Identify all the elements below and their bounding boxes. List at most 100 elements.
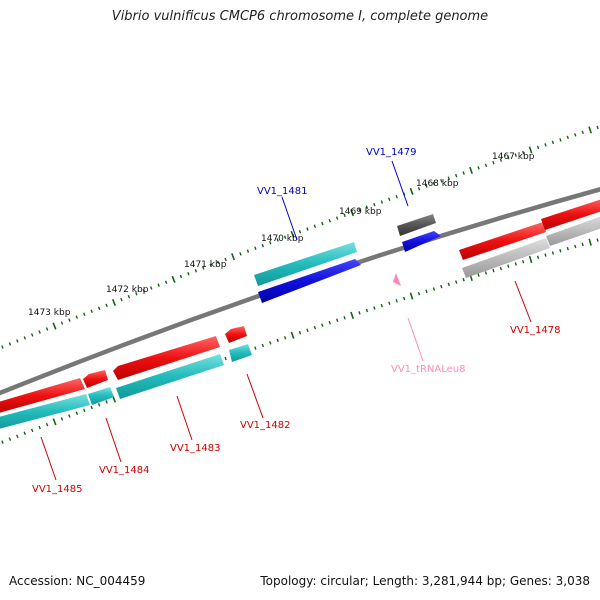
outer-scale-tick xyxy=(149,286,153,290)
outer-scale-tick xyxy=(45,327,49,331)
gene-vv1-1478-next-arrow[interactable] xyxy=(541,198,600,230)
inner-scale-tick xyxy=(269,341,272,345)
inner-scale-tick xyxy=(83,408,86,413)
inner-scale-tick xyxy=(16,434,19,438)
outer-scale-tick xyxy=(335,216,339,220)
gene-vv1-1482-arrow[interactable] xyxy=(225,326,247,343)
inner-scale-tick xyxy=(380,303,383,308)
label-vv1-1485: VV1_1485 xyxy=(32,484,83,495)
outer-scale-tick xyxy=(596,125,599,130)
inner-scale-tick xyxy=(365,308,369,313)
outer-scale-tick xyxy=(254,246,257,251)
outer-scale-tick xyxy=(269,241,272,245)
leader-vv1-1484 xyxy=(105,417,122,463)
gene-vv1-1478-gray-arrow[interactable] xyxy=(462,238,550,278)
inner-scale-tick xyxy=(514,262,517,266)
outer-scale-tick xyxy=(588,126,592,134)
outer-scale-tick xyxy=(120,297,123,302)
outer-scale-tick xyxy=(477,166,480,170)
outer-scale-tick xyxy=(171,275,176,283)
outer-scale-tick xyxy=(544,143,547,147)
inner-scale-tick xyxy=(373,306,376,310)
outer-scale-tick xyxy=(90,309,93,313)
scale-label-1473: 1473 kbp xyxy=(28,308,71,318)
outer-scale-tick xyxy=(559,138,562,142)
inner-scale-tick xyxy=(403,296,406,301)
outer-scale-tick xyxy=(566,135,569,140)
inner-scale-tick xyxy=(224,356,227,361)
inner-scale-tick xyxy=(544,253,547,257)
gene-vv1-1485-arrow[interactable] xyxy=(0,378,85,414)
gene-vv1-1485-cyan-arrow[interactable] xyxy=(0,394,90,430)
gene-vv1-1479-blue-arrow[interactable] xyxy=(402,231,441,252)
gene-vv1-1484-cyan-arrow[interactable] xyxy=(88,387,114,405)
inner-scale-tick xyxy=(350,311,354,319)
scale-label-1467: 1467 kbp xyxy=(492,152,535,162)
leader-vv1-1483 xyxy=(176,395,193,441)
inner-scale-tick xyxy=(455,280,458,284)
inner-scale-tick xyxy=(97,402,101,407)
outer-scale-tick xyxy=(127,294,131,299)
outer-scale-tick xyxy=(522,150,525,155)
outer-scale-tick xyxy=(52,322,57,330)
label-vv1-1479: VV1_1479 xyxy=(366,147,417,158)
inner-scale-tick xyxy=(596,238,599,242)
inner-scale-tick xyxy=(417,291,421,296)
inner-scale-tick xyxy=(60,417,64,421)
gene-vv1-1483-arrow[interactable] xyxy=(113,336,220,380)
inner-scale-tick xyxy=(23,431,26,436)
outer-scale-tick xyxy=(202,266,205,270)
outer-scale-tick xyxy=(528,146,533,154)
gene-vv1-1481-blue-arrow[interactable] xyxy=(258,259,361,303)
outer-scale-tick xyxy=(343,213,346,218)
outer-scale-tick xyxy=(417,186,421,191)
outer-scale-tick xyxy=(499,158,503,162)
forward-strand-features xyxy=(0,198,600,414)
outer-scale-tick xyxy=(373,202,376,207)
inner-scale-tick xyxy=(559,249,562,253)
leader-vv1-1485 xyxy=(40,436,57,481)
inner-scale-tick xyxy=(358,311,361,315)
outer-scale-tick xyxy=(440,179,443,183)
inner-scale-tick xyxy=(409,292,414,300)
outer-scale-tick xyxy=(350,209,355,217)
outer-scale-tick xyxy=(30,333,34,337)
genome-summary-text: Topology: circular; Length: 3,281,944 bp… xyxy=(260,574,590,588)
gene-vv1-1481-arrow[interactable] xyxy=(254,242,357,286)
outer-scale-tick xyxy=(469,166,473,175)
outer-scale-tick xyxy=(209,263,212,267)
gene-vv1-1478-next-gray-arrow[interactable] xyxy=(546,215,600,246)
inner-scale-tick xyxy=(261,343,264,348)
outer-scale-tick xyxy=(246,249,250,253)
inner-scale-tick xyxy=(388,301,391,305)
inner-scale-tick xyxy=(105,400,108,404)
leader-vv1-1481 xyxy=(281,196,298,241)
scale-label-1472: 1472 kbp xyxy=(106,285,149,295)
outer-scale-tick xyxy=(298,229,302,234)
inner-scale-tick xyxy=(254,346,257,350)
outer-scale-tick xyxy=(365,205,369,210)
outer-scale-tick xyxy=(75,315,79,319)
inner-scale-tick xyxy=(1,440,4,444)
gene-vv1-1484-arrow[interactable] xyxy=(83,370,108,388)
inner-scale-tick xyxy=(462,278,465,282)
gene-vv1-1483-cyan-arrow[interactable] xyxy=(116,354,224,399)
inner-scale-tick xyxy=(536,255,540,260)
inner-scale-tick xyxy=(507,264,510,268)
outer-scale-tick xyxy=(179,274,183,279)
outer-scale-tick xyxy=(239,252,242,256)
outer-scale-tick xyxy=(194,269,198,273)
gene-vv1-1482-cyan-arrow[interactable] xyxy=(229,344,252,362)
outer-scale-tick xyxy=(187,271,190,276)
gene-vv1-1479-arrow[interactable] xyxy=(397,214,436,236)
gene-vv1-1478-arrow[interactable] xyxy=(459,222,546,260)
outer-scale-tick xyxy=(551,140,555,145)
outer-scale-tick xyxy=(380,200,384,204)
inner-scale-tick xyxy=(290,331,295,339)
outer-scale-tick xyxy=(507,155,510,160)
leader-vv1-trna xyxy=(407,317,424,362)
outer-scale-tick xyxy=(455,173,458,178)
outer-scale-tick xyxy=(462,171,465,175)
inner-scale-tick xyxy=(306,328,309,332)
trna-leu8-marker[interactable] xyxy=(393,273,401,286)
